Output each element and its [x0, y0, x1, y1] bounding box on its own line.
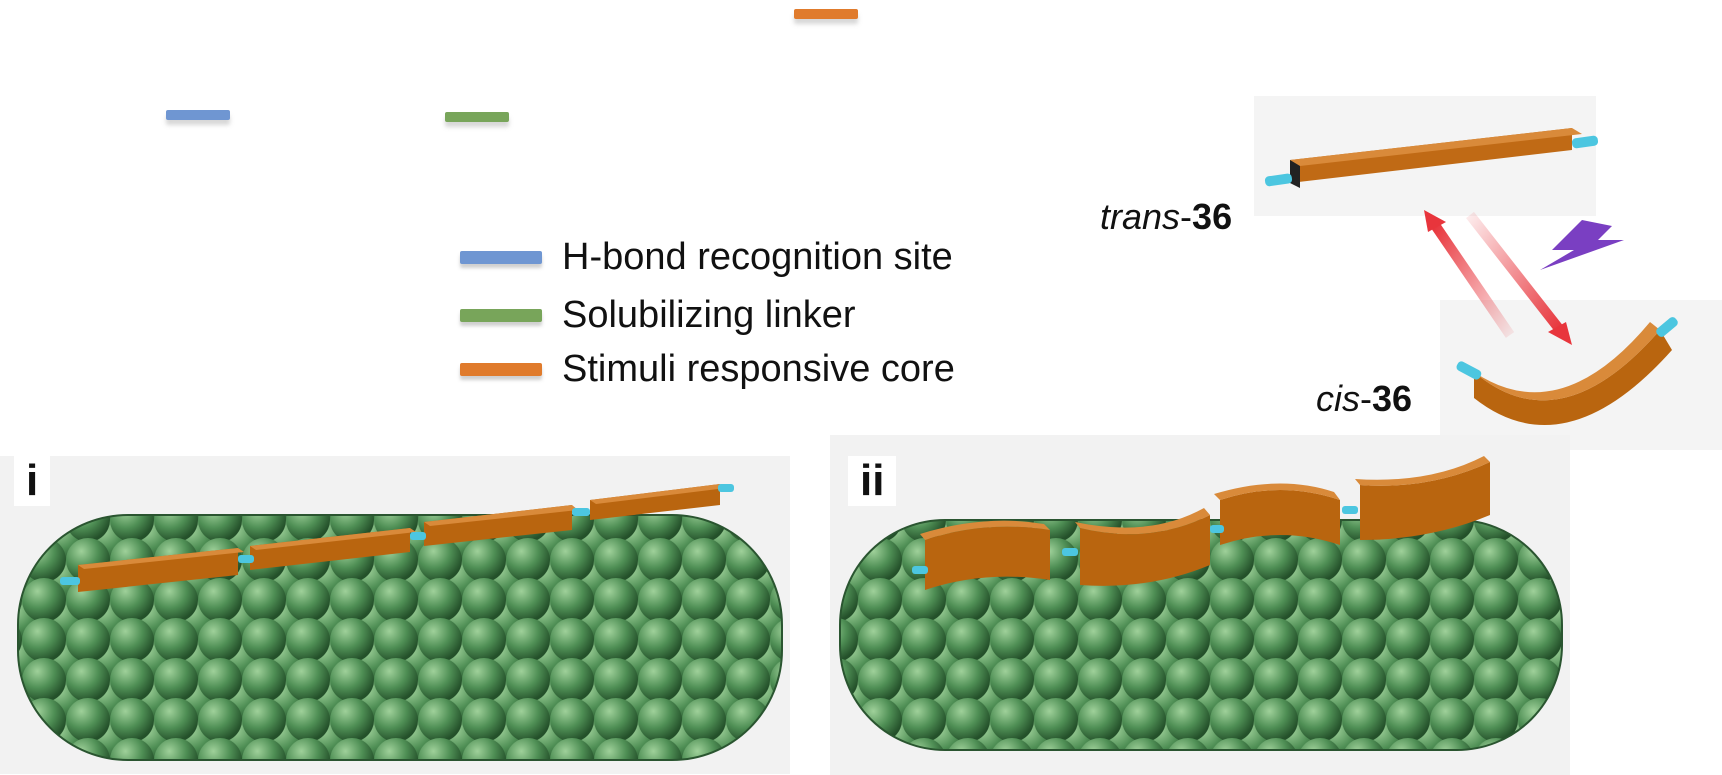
h-bond-site-bar-top — [166, 110, 230, 120]
linker-swatch — [460, 309, 542, 322]
panel-label-ii: ii — [848, 456, 897, 506]
linker-bar-top — [445, 112, 509, 122]
trans-36-label: trans-36 — [1100, 196, 1233, 237]
stimuli-core-bar-top — [794, 9, 858, 19]
legend-label-core: Stimuli responsive core — [562, 348, 955, 390]
legend-item-core: Stimuli responsive core — [460, 348, 955, 391]
panel-label-i: i — [14, 456, 51, 506]
lightning-icon — [1540, 220, 1624, 270]
cis-36-label: cis-36 — [1316, 378, 1413, 419]
legend-item-h-bond: H-bond recognition site — [460, 236, 953, 279]
h-bond-swatch — [460, 251, 542, 264]
cis-36-molecule — [1440, 300, 1722, 450]
legend-label-linker: Solubilizing linker — [562, 294, 856, 336]
trans-number: 36 — [1192, 196, 1233, 237]
trans-36-molecule — [1254, 96, 1599, 216]
trans-prefix: trans — [1100, 196, 1181, 237]
legend-item-linker: Solubilizing linker — [460, 294, 856, 337]
fiber-ii — [830, 435, 1570, 775]
fiber-i — [0, 456, 790, 774]
cis-prefix: cis — [1316, 378, 1360, 419]
core-swatch — [460, 363, 542, 376]
cis-number: 36 — [1372, 378, 1413, 419]
equilibrium-arrow-icon — [1424, 210, 1572, 345]
legend-label-h-bond: H-bond recognition site — [562, 236, 953, 278]
